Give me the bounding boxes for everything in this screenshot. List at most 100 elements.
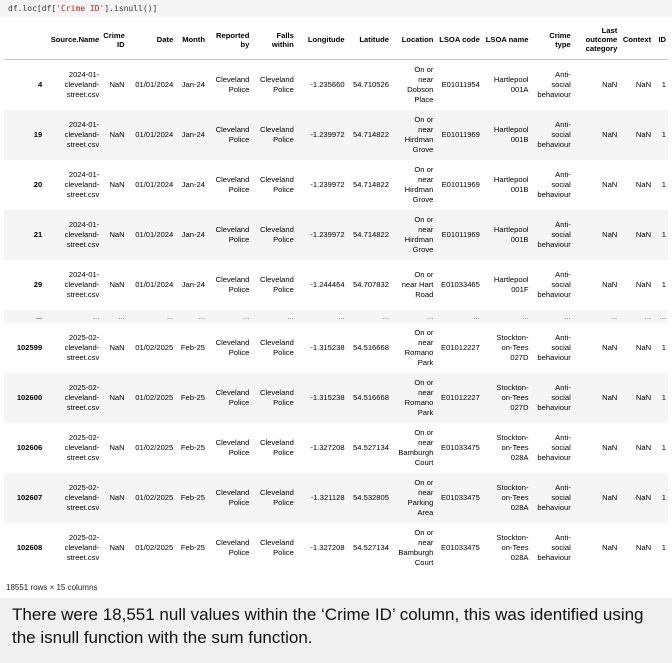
table-cell: -1.315238 <box>296 373 347 423</box>
row-index: 102607 <box>4 473 44 523</box>
column-header: Falls within <box>251 20 295 60</box>
table-cell: NaN <box>619 210 653 260</box>
table-cell: -1.315238 <box>296 323 347 373</box>
table-cell: E01011954 <box>435 60 482 111</box>
table-cell: ... <box>251 310 295 323</box>
table-row: 21 2024-01- cleveland- street.csv NaN 01/01… <box>4 210 668 260</box>
table-cell: On or near Bamburgh Court <box>391 523 435 573</box>
table-cell: On or near Romano Park <box>391 373 435 423</box>
table-cell: Cleveland Police <box>251 160 295 210</box>
table-cell: 2024-01- cleveland- street.csv <box>44 60 101 111</box>
table-cell: 54.714822 <box>347 160 391 210</box>
row-index: 102608 <box>4 523 44 573</box>
table-cell: 1 <box>653 373 668 423</box>
table-cell: Anti- social behaviour <box>531 160 573 210</box>
table-cell: 2025-02- cleveland- street.csv <box>44 423 101 473</box>
table-cell: -1.321128 <box>296 473 347 523</box>
table-cell: 01/01/2024 <box>127 260 176 310</box>
code-suffix: ].isnull()] <box>104 4 157 13</box>
table-cell: NaN <box>573 373 620 423</box>
table-cell: NaN <box>573 323 620 373</box>
table-cell: NaN <box>619 60 653 111</box>
column-header: Context <box>619 20 653 60</box>
table-cell: Stockton- on-Tees 027D <box>482 373 531 423</box>
table-cell: -1.327208 <box>296 523 347 573</box>
table-cell: Cleveland Police <box>251 423 295 473</box>
table-cell: ... <box>653 310 668 323</box>
table-cell: -1.239972 <box>296 210 347 260</box>
table-cell: On or near Parking Area <box>391 473 435 523</box>
table-cell: Hartlepool 001B <box>482 160 531 210</box>
table-cell: 2025-02- cleveland- street.csv <box>44 523 101 573</box>
table-cell: Cleveland Police <box>207 160 251 210</box>
table-cell: NaN <box>573 210 620 260</box>
column-header: Last outcome category <box>573 20 620 60</box>
table-cell: 54.516668 <box>347 373 391 423</box>
table-cell: E01011969 <box>435 110 482 160</box>
table-cell: -1.239972 <box>296 110 347 160</box>
code-string-literal: 'Crime ID' <box>56 4 104 13</box>
column-header: Source.Name <box>44 20 101 60</box>
table-cell: NaN <box>101 110 126 160</box>
table-cell: NaN <box>573 473 620 523</box>
table-cell: E01011969 <box>435 160 482 210</box>
table-cell: Jan-24 <box>175 60 207 111</box>
table-cell: 1 <box>653 423 668 473</box>
table-cell: Anti- social behaviour <box>531 110 573 160</box>
column-header: Crime type <box>531 20 573 60</box>
table-cell: 01/01/2024 <box>127 110 176 160</box>
table-cell: NaN <box>101 323 126 373</box>
table-cell: Anti- social behaviour <box>531 210 573 260</box>
column-header: LSOA code <box>435 20 482 60</box>
table-cell: Anti- social behaviour <box>531 323 573 373</box>
table-cell: 2024-01- cleveland- street.csv <box>44 160 101 210</box>
table-row: 4 2024-01- cleveland- street.csv NaN 01/01/… <box>4 60 668 111</box>
table-cell: NaN <box>619 160 653 210</box>
row-index: 20 <box>4 160 44 210</box>
table-cell: Cleveland Police <box>251 523 295 573</box>
table-cell: 1 <box>653 60 668 111</box>
table-cell: ... <box>101 310 126 323</box>
table-cell: Jan-24 <box>175 110 207 160</box>
table-cell: 1 <box>653 473 668 523</box>
table-cell: ... <box>573 310 620 323</box>
table-cell: NaN <box>573 523 620 573</box>
table-cell: Anti- social behaviour <box>531 373 573 423</box>
table-row: 29 2024-01- cleveland- street.csv NaN 01/01… <box>4 260 668 310</box>
table-cell: ... <box>347 310 391 323</box>
table-cell: Jan-24 <box>175 260 207 310</box>
table-cell: Hartlepool 001B <box>482 110 531 160</box>
table-cell: 2024-01- cleveland- street.csv <box>44 110 101 160</box>
table-cell: NaN <box>573 60 620 111</box>
row-index: 102600 <box>4 373 44 423</box>
table-cell: 2024-01- cleveland- street.csv <box>44 260 101 310</box>
table-cell: Cleveland Police <box>207 110 251 160</box>
table-cell: NaN <box>101 423 126 473</box>
table-row: 102608 2025-02- cleveland- street.csv NaN 0… <box>4 523 668 573</box>
row-index: 102606 <box>4 423 44 473</box>
table-cell: On or near Bamburgh Court <box>391 423 435 473</box>
code-prefix: df.loc[df[ <box>8 4 56 13</box>
table-cell: Feb-25 <box>175 423 207 473</box>
table-cell: 1 <box>653 323 668 373</box>
table-cell: Hartlepool 001F <box>482 260 531 310</box>
column-header: Longitude <box>296 20 347 60</box>
table-row: 102600 2025-02- cleveland- street.csv NaN 0… <box>4 373 668 423</box>
row-count-summary: 18551 rows × 15 columns <box>6 583 97 592</box>
table-cell: Feb-25 <box>175 373 207 423</box>
column-header: Reported by <box>207 20 251 60</box>
table-cell: Stockton- on-Tees 028A <box>482 523 531 573</box>
column-header: Location <box>391 20 435 60</box>
table-cell: NaN <box>573 260 620 310</box>
table-cell: 1 <box>653 260 668 310</box>
table-cell: Cleveland Police <box>251 60 295 111</box>
table-cell: E01012227 <box>435 323 482 373</box>
table-cell: On or near Hart Road <box>391 260 435 310</box>
table-cell: Anti- social behaviour <box>531 60 573 111</box>
code-cell[interactable]: df.loc[df['Crime ID'].isnull()] <box>0 0 672 17</box>
table-cell: Cleveland Police <box>207 473 251 523</box>
table-cell: NaN <box>573 423 620 473</box>
table-cell: Anti- social behaviour <box>531 523 573 573</box>
table-cell: NaN <box>101 260 126 310</box>
table-cell: 54.707832 <box>347 260 391 310</box>
